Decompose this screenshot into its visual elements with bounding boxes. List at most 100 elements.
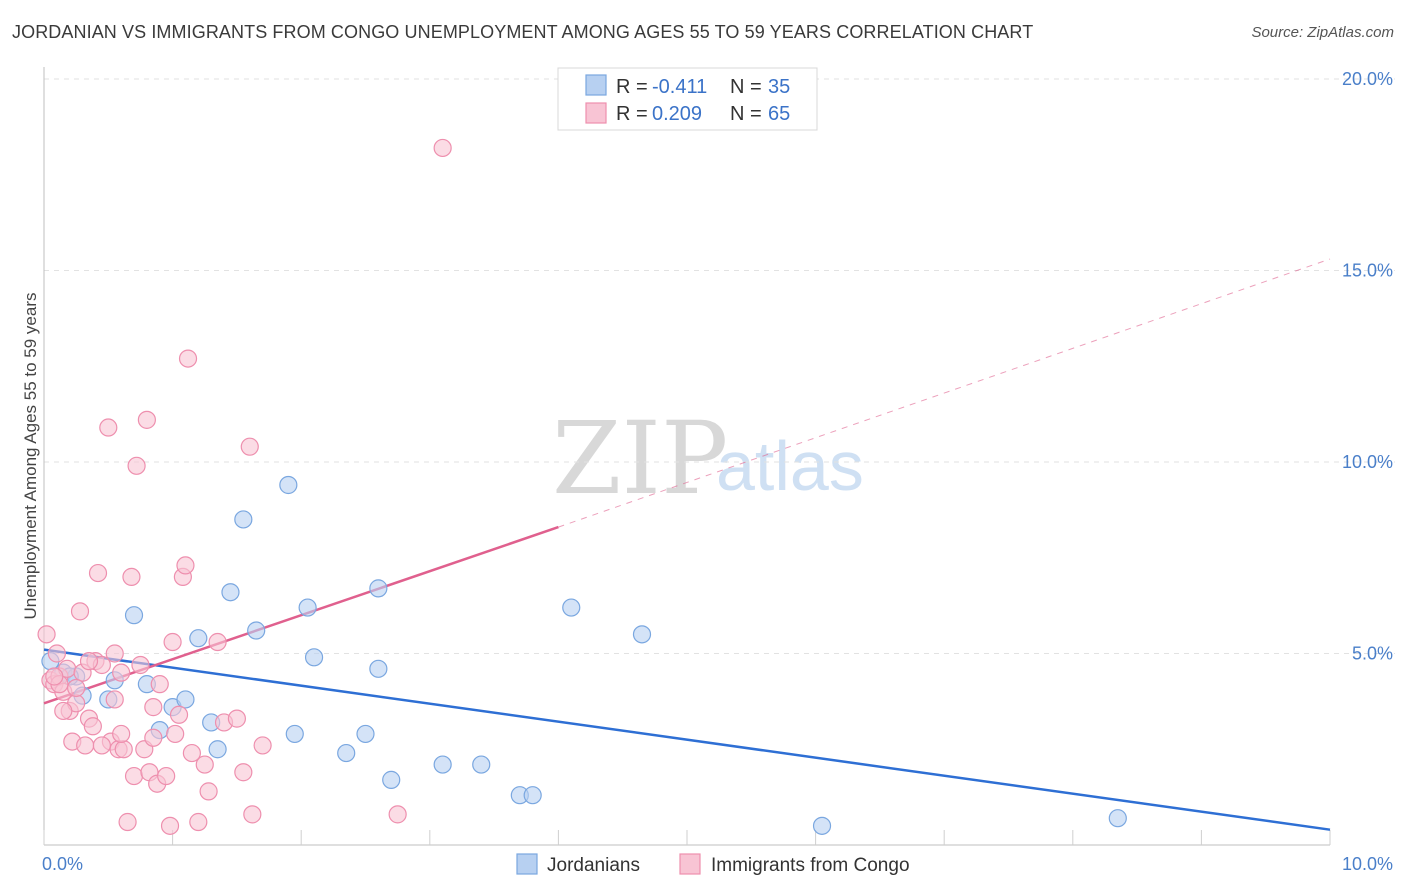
watermark-atlas: atlas [716,427,864,505]
point-congo [105,644,124,663]
point-jordanian [523,786,542,805]
point-congo [160,816,180,835]
point-congo [131,655,150,675]
point-congo [114,740,133,759]
y-tick-label: 5.0% [1352,644,1393,664]
point-congo [105,690,124,709]
legend-n-value-2: 65 [768,103,790,125]
point-congo [79,652,99,671]
point-congo [243,805,262,824]
point-congo [112,663,131,682]
point-congo [163,632,182,652]
point-jordanian [247,621,266,640]
point-congo [92,736,111,755]
series-legend-label-jordanians: Jordanians [547,855,640,876]
point-congo [45,667,64,686]
point-congo [47,644,66,663]
point-congo [208,632,227,652]
point-congo [166,724,185,744]
gridlines: 5.0% 10.0% 15.0% 20.0% [44,69,1395,664]
chart-source: Source: ZipAtlas.com [1251,24,1394,41]
point-jordanian [382,770,401,789]
point-jordanian [472,755,491,774]
trend-line-congo-extension [558,258,1331,528]
point-jordanian [189,629,208,648]
legend-n-label-2: N = [730,103,762,125]
series-legend-swatch-jordanians [516,853,538,875]
point-congo [99,418,118,437]
point-jordanian [221,583,240,602]
correlation-legend: R = -0.411 N = 35 R = 0.209 N = 65 [557,67,818,131]
point-jordanian [356,724,375,744]
point-jordanian [433,755,452,774]
point-congo [195,755,214,774]
point-congo [54,701,73,721]
series-legend-swatch-congo [679,853,701,875]
point-congo [37,625,56,644]
legend-n-value-1: 35 [768,76,790,98]
point-congo [76,736,95,755]
data-points [37,138,1127,835]
point-congo [178,349,198,368]
point-jordanian [279,475,298,495]
point-congo [124,766,144,786]
legend-r-label-2: R = [616,103,648,125]
point-jordanian [369,579,388,598]
point-jordanian [285,724,304,744]
watermark-zip: ZIP [552,400,728,517]
y-tick-label: 20.0% [1342,69,1393,89]
y-tick-label: 10.0% [1342,452,1393,472]
axes [43,67,1331,846]
point-congo [137,410,156,429]
point-congo [118,812,137,832]
legend-r-label-1: R = [616,76,648,98]
series-legend: Jordanians Immigrants from Congo [516,853,910,876]
legend-n-label-1: N = [730,76,762,98]
point-congo [157,766,176,786]
point-congo [199,782,218,801]
trend-lines [43,258,1331,831]
point-congo [182,743,201,763]
legend-r-value-1: -0.411 [652,76,707,98]
point-jordanian [337,743,356,763]
point-congo [189,812,208,832]
point-jordanian [176,690,195,709]
chart-title: JORDANIAN VS IMMIGRANTS FROM CONGO UNEMP… [12,22,1034,42]
point-jordanian [562,598,581,617]
point-jordanian [369,659,388,678]
point-congo [122,567,141,587]
point-congo [67,678,86,698]
point-congo [127,456,146,475]
legend-swatch-jordanians [585,74,607,96]
point-jordanian [812,816,832,835]
x-tick-label-min: 0.0% [42,854,83,874]
point-congo [144,698,163,717]
legend-swatch-congo [585,102,607,124]
point-congo [144,728,163,747]
trend-line-jordanians [43,648,1331,831]
point-congo [88,563,108,583]
y-axis-label: Unemployment Among Ages 55 to 59 years [21,293,40,620]
point-congo [234,763,253,782]
legend-r-value-2: 0.209 [652,103,702,125]
point-jordanian [234,510,253,529]
point-congo [433,138,452,158]
point-jordanian [124,606,144,625]
point-congo [253,736,272,755]
point-congo [240,437,259,456]
point-congo [70,602,90,621]
point-congo [150,675,169,694]
x-tick-label-max: 10.0% [1342,854,1393,874]
point-congo [83,717,102,736]
point-congo [176,556,195,575]
point-jordanian [1108,809,1127,828]
point-congo [227,709,246,728]
point-jordanian [298,598,317,617]
point-congo [169,705,189,724]
point-jordanian [208,740,227,759]
point-congo [112,724,131,744]
point-jordanian [632,625,652,644]
series-legend-label-congo: Immigrants from Congo [711,855,910,876]
y-tick-label: 15.0% [1342,261,1393,281]
